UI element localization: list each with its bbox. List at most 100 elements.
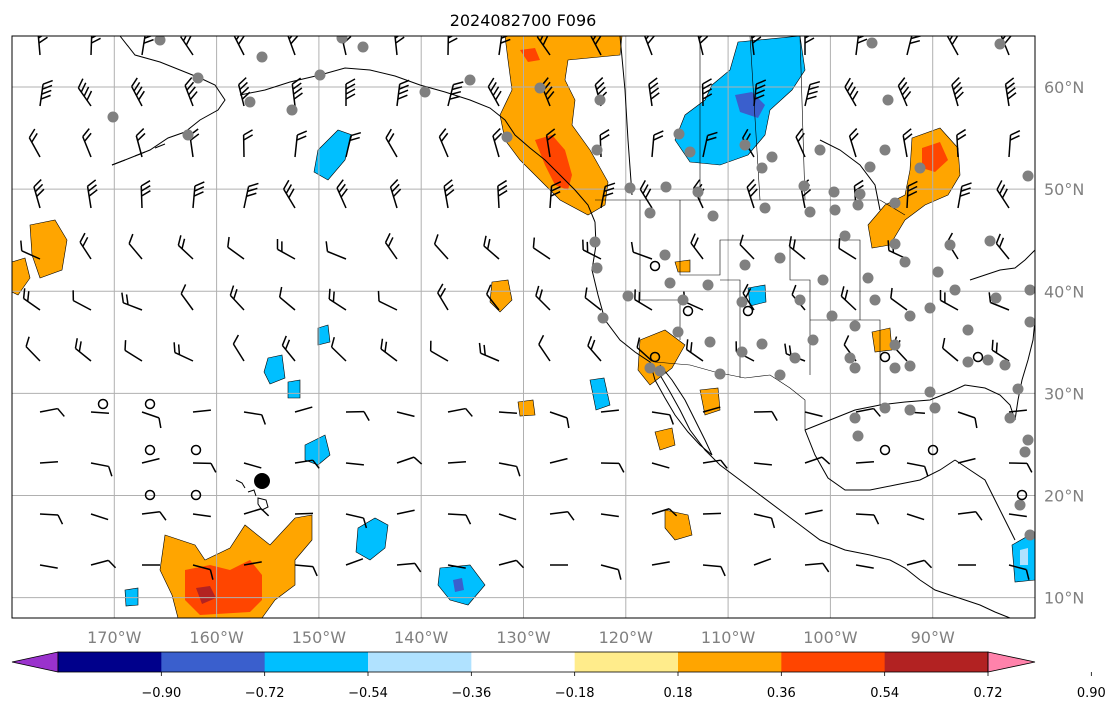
station-marker <box>962 324 974 336</box>
wind-barb <box>380 338 398 362</box>
wind-barb <box>28 128 41 158</box>
wind-barb <box>243 462 262 469</box>
wind-barb <box>855 460 875 464</box>
wind-barb <box>393 36 405 56</box>
wind-barb <box>37 36 48 56</box>
calm-wind-marker <box>1016 489 1028 501</box>
wind-barb <box>243 182 259 209</box>
wind-barb <box>330 336 347 362</box>
wind-barb <box>229 285 245 311</box>
wind-barb <box>141 411 162 429</box>
station-marker <box>882 94 894 106</box>
wind-barb <box>804 562 830 573</box>
station-marker <box>704 336 716 348</box>
colorbar <box>11 651 1092 676</box>
station-marker <box>854 188 866 200</box>
station-marker <box>807 334 819 346</box>
hawaii-station-marker <box>254 473 270 489</box>
wind-barb <box>447 513 472 525</box>
station-marker <box>192 72 204 84</box>
wind-barb <box>739 234 755 260</box>
station-marker <box>839 230 851 242</box>
latitude-tick-label: 10°N <box>1044 589 1084 608</box>
colorbar-tick-label: −0.54 <box>348 686 388 701</box>
wind-barb <box>33 179 45 209</box>
wind-barb <box>294 459 320 469</box>
wind-barb <box>278 286 296 311</box>
wind-barb <box>902 128 913 158</box>
wind-barb <box>855 513 880 525</box>
station-marker <box>644 207 656 219</box>
station-marker <box>357 41 369 53</box>
wind-barb <box>906 462 929 477</box>
colorbar-tick-label: −0.90 <box>141 686 181 701</box>
wind-barb <box>177 235 194 260</box>
station-marker <box>1022 170 1034 182</box>
station-marker <box>419 86 431 98</box>
calm-wind-marker <box>649 351 661 363</box>
station-marker <box>994 38 1006 50</box>
wind-barb <box>651 561 670 566</box>
station-marker <box>1024 529 1035 541</box>
colorbar-tick-label: −0.18 <box>555 686 595 701</box>
station-marker <box>904 310 916 322</box>
wind-barb <box>498 462 521 477</box>
wind-barb <box>86 179 98 209</box>
station-marker <box>707 210 719 222</box>
wind-barb <box>243 561 262 566</box>
wind-barb <box>1004 77 1017 107</box>
wind-barb <box>22 288 41 311</box>
wind-barb <box>437 283 449 311</box>
latitude-tick-label: 50°N <box>1044 180 1084 199</box>
wind-barb <box>941 337 959 362</box>
map-frame <box>11 35 1036 619</box>
wind-barb <box>232 334 245 362</box>
wind-barb <box>192 409 211 413</box>
latitude-labels: 60°N 50°N 40°N 30°N 20°N 10°N <box>1044 78 1084 608</box>
wind-barb <box>651 462 670 469</box>
station-marker <box>999 359 1011 371</box>
wind-barb <box>283 179 296 209</box>
wind-barb <box>804 509 823 515</box>
longitude-tick-label: 140°W <box>394 628 449 647</box>
colorbar-segment <box>678 652 782 672</box>
wind-barb <box>396 562 422 573</box>
wind-barb <box>630 241 653 260</box>
calm-wind-marker <box>144 398 156 410</box>
wind-barb <box>492 128 503 158</box>
wind-barb <box>294 406 313 413</box>
station-markers <box>107 36 1035 541</box>
wind-barb <box>643 36 655 56</box>
wind-barb <box>753 462 772 466</box>
wind-barb <box>651 508 678 517</box>
wind-barb <box>39 79 53 107</box>
latitude-tick-label: 60°N <box>1044 78 1084 97</box>
wind-barb <box>478 342 500 362</box>
wind-barb <box>702 131 718 158</box>
wind-barb <box>498 559 525 569</box>
wind-barb <box>702 406 721 413</box>
wind-barb <box>855 564 874 569</box>
wind-barb <box>848 128 859 158</box>
wind-barb <box>141 457 160 464</box>
station-marker <box>866 37 878 49</box>
longitude-tick-label: 150°W <box>292 628 347 647</box>
station-marker <box>624 182 636 194</box>
station-marker <box>829 204 841 216</box>
wind-barb <box>788 236 806 260</box>
wind-barb <box>600 513 619 518</box>
colorbar-tick-label: −0.36 <box>451 686 491 701</box>
alaska-bc-strong-region <box>535 135 572 190</box>
wind-barb <box>890 287 908 311</box>
wind-barb <box>74 338 92 362</box>
station-marker <box>852 199 864 211</box>
wind-barb <box>746 179 758 209</box>
station-marker <box>107 111 119 123</box>
wind-barb <box>345 513 368 529</box>
wind-barb <box>906 559 933 569</box>
wind-barb <box>497 179 508 209</box>
wind-barb <box>345 131 362 158</box>
wind-barb <box>325 241 347 260</box>
